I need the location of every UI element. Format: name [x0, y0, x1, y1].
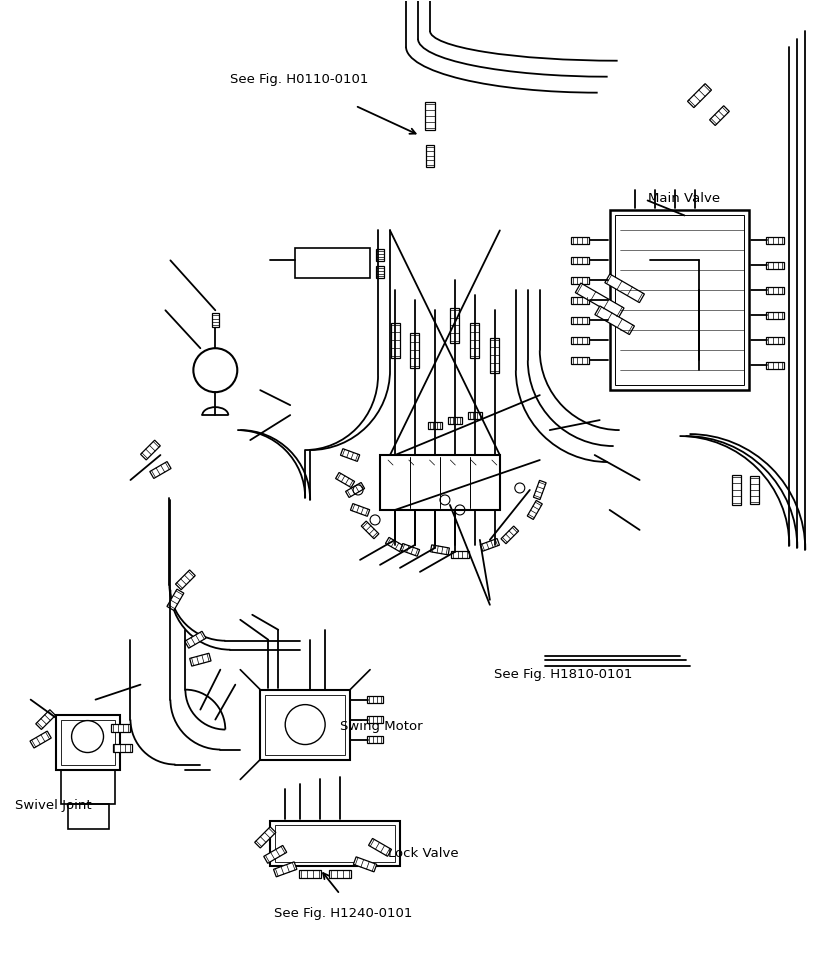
Bar: [380, 455, 500, 510]
Bar: [451, 551, 469, 559]
Bar: [254, 827, 276, 848]
Bar: [571, 357, 589, 364]
Bar: [501, 526, 519, 543]
Bar: [732, 475, 741, 505]
Bar: [336, 473, 354, 487]
Bar: [448, 416, 462, 424]
Bar: [176, 570, 195, 589]
Bar: [189, 653, 211, 667]
Bar: [67, 804, 108, 829]
Bar: [688, 84, 711, 108]
Bar: [276, 825, 395, 862]
Circle shape: [193, 349, 237, 393]
Bar: [533, 480, 546, 499]
Bar: [367, 696, 383, 703]
Bar: [595, 306, 634, 334]
Bar: [605, 274, 645, 303]
Bar: [411, 332, 420, 368]
Bar: [471, 323, 480, 358]
Bar: [270, 821, 400, 866]
Text: See Fig. H0110-0101: See Fig. H0110-0101: [230, 73, 368, 86]
Bar: [111, 724, 130, 732]
Bar: [571, 337, 589, 344]
Bar: [400, 543, 420, 556]
Bar: [428, 421, 442, 429]
Bar: [167, 589, 184, 610]
Bar: [710, 106, 729, 125]
Bar: [368, 838, 392, 857]
Bar: [431, 545, 450, 555]
Bar: [576, 283, 624, 317]
Bar: [112, 744, 133, 752]
Text: Swing Motor: Swing Motor: [340, 719, 423, 732]
Bar: [767, 237, 785, 244]
Bar: [367, 736, 383, 743]
Bar: [376, 249, 384, 262]
Bar: [367, 716, 383, 723]
Bar: [610, 210, 750, 391]
Bar: [346, 482, 364, 498]
Bar: [36, 710, 55, 730]
Bar: [450, 308, 459, 343]
Bar: [528, 500, 542, 520]
Bar: [376, 266, 384, 278]
Bar: [385, 538, 405, 552]
Bar: [571, 257, 589, 264]
Bar: [571, 277, 589, 284]
Bar: [767, 337, 785, 344]
Bar: [571, 297, 589, 304]
Text: See Fig. H1240-0101: See Fig. H1240-0101: [274, 907, 413, 921]
Bar: [361, 521, 379, 539]
Bar: [260, 690, 350, 759]
Bar: [141, 440, 160, 460]
Bar: [468, 412, 482, 418]
Bar: [767, 262, 785, 269]
Bar: [767, 362, 785, 369]
Text: Swivel Joint: Swivel Joint: [15, 799, 91, 813]
Bar: [390, 323, 399, 358]
Bar: [61, 770, 115, 804]
Bar: [273, 861, 297, 877]
Bar: [767, 286, 785, 294]
Bar: [329, 870, 351, 879]
Text: See Fig. H1810-0101: See Fig. H1810-0101: [493, 668, 633, 681]
Bar: [299, 870, 321, 879]
Bar: [615, 216, 745, 385]
Bar: [263, 845, 287, 863]
Bar: [212, 313, 219, 328]
Bar: [185, 631, 206, 648]
Text: Main Valve: Main Valve: [648, 193, 720, 205]
Bar: [425, 101, 435, 130]
Bar: [30, 732, 51, 748]
Bar: [265, 694, 345, 754]
Bar: [426, 144, 434, 166]
Bar: [767, 311, 785, 319]
Bar: [295, 248, 370, 278]
Bar: [480, 539, 499, 551]
Bar: [350, 503, 370, 517]
Bar: [150, 461, 171, 478]
Bar: [341, 449, 359, 461]
Text: Lock Valve: Lock Valve: [388, 847, 459, 860]
Bar: [571, 317, 589, 324]
Bar: [750, 476, 759, 504]
Bar: [55, 714, 120, 770]
Bar: [354, 857, 376, 872]
Bar: [571, 237, 589, 244]
Bar: [490, 338, 499, 372]
Bar: [61, 719, 115, 765]
